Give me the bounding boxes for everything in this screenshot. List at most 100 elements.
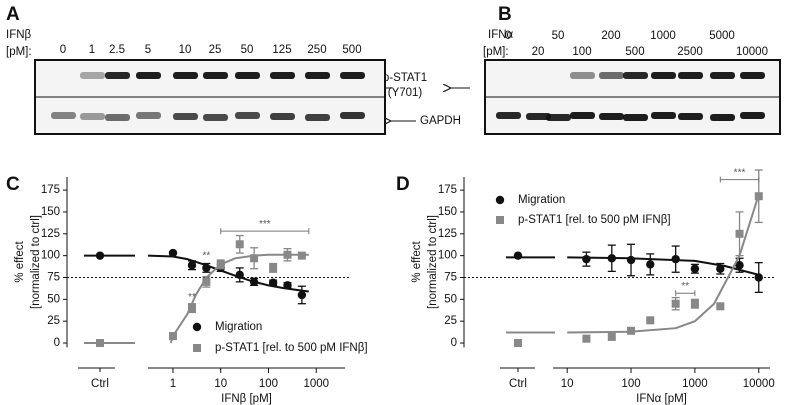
data-point — [495, 195, 505, 205]
band — [740, 72, 765, 79]
lane-label: 0 — [60, 44, 66, 56]
blot-site-label: (Y701) — [388, 87, 423, 99]
x-axis-label: IFNα [pM] — [636, 393, 687, 405]
y-tick-label: 175 — [41, 184, 60, 196]
y-axis-label: % effect — [14, 241, 26, 283]
band — [51, 112, 76, 119]
data-point — [283, 250, 292, 259]
data-point — [671, 299, 680, 308]
significance-label: *** — [734, 167, 746, 178]
band — [570, 72, 595, 79]
panel-letter: A — [6, 4, 20, 25]
band — [305, 72, 330, 79]
band — [678, 113, 703, 120]
data-point — [607, 254, 617, 263]
data-point — [582, 334, 591, 343]
band — [710, 72, 735, 79]
lane-label: 1000 — [650, 30, 676, 42]
x-tick-label: 10 — [214, 378, 227, 390]
lane-label: 125 — [272, 44, 291, 56]
band — [105, 72, 130, 79]
data-point — [735, 229, 744, 238]
panel-letter: D — [396, 174, 410, 195]
data-point — [716, 302, 725, 311]
y-tick-label: 125 — [438, 228, 457, 240]
lane-label: 2.5 — [109, 44, 125, 56]
band — [270, 113, 295, 120]
blot-agent: IFNβ — [6, 29, 32, 41]
x-tick-label: 100 — [259, 378, 278, 390]
band — [80, 72, 105, 79]
significance-label: ** — [188, 292, 196, 303]
data-point — [268, 278, 278, 287]
data-point — [513, 251, 523, 260]
data-point — [646, 260, 655, 269]
significance-label: ** — [681, 281, 689, 292]
data-point — [582, 254, 591, 264]
data-point — [735, 261, 744, 270]
data-point — [96, 339, 104, 348]
legend-label: p-STAT1 [rel. to 500 pM IFNβ] — [518, 214, 671, 226]
data-point — [690, 299, 699, 308]
x-tick-label: Ctrl — [509, 378, 527, 390]
band — [678, 72, 703, 79]
data-point — [95, 251, 105, 260]
data-point — [514, 339, 522, 348]
band — [570, 112, 595, 119]
lane-label: 10000 — [736, 46, 768, 58]
y-tick-label: 175 — [438, 184, 457, 196]
data-point — [216, 260, 225, 269]
fit-curve — [169, 253, 309, 344]
y-tick-label: 150 — [41, 206, 60, 218]
data-point — [202, 263, 211, 273]
data-point — [168, 248, 178, 258]
significance-label: *** — [259, 219, 271, 230]
lane-label: 0 — [505, 30, 511, 42]
data-point — [754, 273, 763, 282]
data-point — [235, 240, 244, 249]
lane-label: 50 — [241, 44, 254, 56]
band — [340, 72, 365, 79]
data-point — [671, 254, 680, 264]
lane-label: 500 — [342, 44, 361, 56]
data-point — [187, 261, 197, 270]
y-tick-label: 50 — [444, 293, 457, 305]
data-point — [754, 192, 763, 201]
panel-letter: B — [498, 4, 512, 25]
lane-label: 20 — [532, 46, 545, 58]
y-tick-label: 50 — [47, 293, 60, 305]
lane-label: 2500 — [677, 46, 703, 58]
band — [305, 114, 330, 121]
legend-label: p-STAT1 [rel. to 500 pM IFNβ] — [215, 342, 368, 354]
y-tick-label: 100 — [41, 250, 60, 262]
band — [173, 113, 198, 120]
y-tick-label: 75 — [47, 272, 60, 284]
band — [651, 72, 676, 79]
band — [136, 72, 161, 79]
band — [105, 114, 130, 121]
y-tick-label: 25 — [47, 315, 60, 327]
blot-target-label: p-STAT1 — [383, 72, 427, 84]
x-tick-label: 1 — [170, 378, 176, 390]
lane-label: 250 — [307, 44, 326, 56]
data-point — [297, 290, 307, 300]
data-point — [249, 277, 259, 287]
lane-label: 50 — [552, 30, 565, 42]
lane-label: 200 — [601, 30, 620, 42]
significance-label: ** — [202, 250, 210, 261]
y-tick-label: 100 — [438, 250, 457, 262]
band — [623, 72, 648, 79]
band — [235, 112, 260, 119]
band — [203, 114, 228, 121]
y-tick-label: 0 — [451, 337, 457, 349]
y-tick-label: 150 — [438, 206, 457, 218]
x-tick-label: 10000 — [743, 378, 775, 390]
y-axis-label: [normalized to ctrl] — [30, 215, 42, 309]
x-axis-label: IFNβ [pM] — [221, 393, 272, 405]
band — [526, 113, 551, 120]
lane-label: 500 — [625, 46, 644, 58]
legend-label: Migration — [215, 321, 262, 333]
lane-label: 5000 — [709, 30, 735, 42]
